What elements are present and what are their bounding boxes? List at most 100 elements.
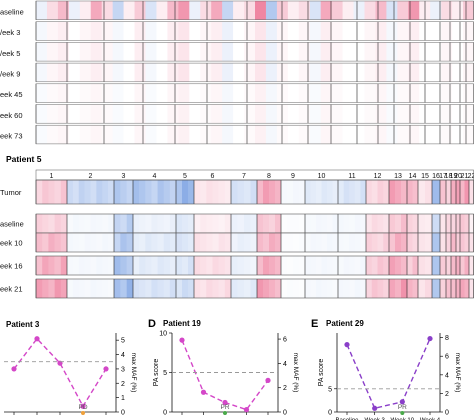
heatmap-cell (430, 42, 442, 62)
heatmap-cell (310, 233, 317, 252)
heatmap-cell (446, 180, 452, 204)
heatmap-cell (189, 104, 201, 124)
heatmap-cell (265, 1, 278, 20)
heatmap-cell (354, 214, 361, 233)
heatmap-cell (112, 21, 124, 41)
heatmap-cell (212, 279, 219, 298)
heatmap-cell (72, 214, 80, 233)
heatmap-cell (212, 256, 219, 275)
heatmap-cell (305, 180, 311, 204)
heatmap-cell (139, 233, 146, 252)
heatmap-cell (386, 63, 398, 82)
heatmap-cell (412, 180, 419, 204)
heatmap-cell (375, 21, 387, 41)
heatmap-cell (408, 83, 420, 103)
heatmap-cell (257, 279, 264, 298)
x-tick-label: Week 10 (391, 418, 415, 420)
y2-tick-label: 2 (121, 381, 125, 388)
y2-tick-label: 1 (121, 395, 125, 402)
heatmap-cell (48, 279, 55, 298)
heatmap-cell (397, 21, 409, 41)
heatmap-cell (42, 214, 49, 233)
patient-5-title: Patient 5 (6, 154, 42, 164)
heatmap-cell (298, 83, 311, 103)
y-tick-label: 5 (163, 370, 167, 377)
heatmap-cell (218, 233, 226, 252)
heatmap-cell (281, 256, 288, 275)
heatmap-cell (200, 233, 207, 252)
heatmap-cell (36, 233, 43, 252)
heatmap-cell (418, 256, 426, 275)
heatmap-cell (182, 233, 189, 252)
heatmap-cell (231, 279, 238, 298)
heatmap-cell (182, 256, 189, 275)
heatmap-cell (233, 83, 245, 103)
heatmap-cell (366, 214, 373, 233)
heatmap-cell (469, 256, 474, 275)
heatmap-cell (96, 214, 103, 233)
response-marker (223, 411, 227, 415)
heatmap-cell (60, 180, 68, 204)
heatmap-cell (456, 214, 461, 233)
heatmap-row-label: /eek 3 (0, 28, 20, 37)
heatmap-cell (133, 180, 140, 204)
heatmap-cell (265, 21, 278, 41)
heatmap-cell (349, 279, 356, 298)
heatmap-cell (452, 83, 464, 103)
heatmap-cell (156, 125, 168, 144)
heatmap-cell (212, 233, 219, 252)
data-point (399, 399, 405, 405)
heatmap-cell (320, 104, 332, 124)
heatmap-cell (78, 214, 85, 233)
heatmap-cell (408, 104, 420, 124)
y2-tick-label: 6 (283, 337, 287, 344)
heatmap-cell (309, 21, 321, 41)
heatmap-cell (456, 256, 461, 275)
heatmap-cell (178, 125, 190, 144)
heatmap-cell (269, 214, 276, 233)
heatmap-cell (169, 214, 177, 233)
heatmap-cell (194, 279, 201, 298)
heatmap-cell (46, 42, 59, 62)
heatmap-cell (287, 279, 294, 298)
data-point (179, 337, 185, 343)
patient-29-title: Patient 29 (326, 319, 364, 328)
heatmap-cell (68, 104, 81, 124)
heatmap-cell (139, 214, 146, 233)
heatmap-cell (255, 125, 267, 144)
heatmap-cell (407, 214, 413, 233)
heatmap-cell (200, 180, 207, 204)
heatmap-cell (354, 279, 361, 298)
heatmap-cell (441, 1, 453, 20)
heatmap-cell (48, 256, 55, 275)
heatmap-cell (310, 256, 317, 275)
heatmap-cell (156, 1, 168, 20)
heatmap-cell (200, 63, 212, 82)
heatmap-cell (211, 63, 223, 82)
heatmap-cell (430, 21, 442, 41)
heatmap-cell (233, 125, 245, 144)
heatmap-cell (425, 256, 433, 275)
heatmap-cell (178, 104, 190, 124)
heatmap-cell (275, 214, 282, 233)
heatmap-cell (222, 1, 234, 20)
heatmap-cell (338, 233, 344, 252)
heatmap-cell (377, 256, 384, 275)
heatmap-cell (78, 256, 85, 275)
heatmap-cell (343, 180, 350, 204)
heatmap-cell (353, 63, 365, 82)
heatmap-cell (224, 233, 232, 252)
heatmap-cell (452, 1, 464, 20)
heatmap-cell (90, 233, 97, 252)
heatmap-cell (206, 279, 213, 298)
heatmap-cell (401, 214, 408, 233)
heatmap-cell (211, 42, 223, 62)
heatmap-cell (343, 233, 350, 252)
heatmap-cell (441, 63, 453, 82)
heatmap-cell (255, 42, 267, 62)
heatmap-cell (123, 1, 135, 20)
heatmap-cell (123, 21, 135, 41)
heatmap-cell (108, 256, 115, 275)
y2-axis-label: max MAF (%) (454, 353, 461, 393)
heatmap-cell (72, 279, 80, 298)
